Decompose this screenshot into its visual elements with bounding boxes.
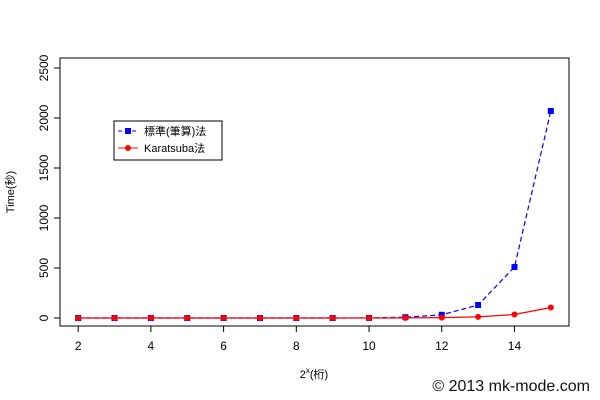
- data-point-series-1: [184, 315, 191, 321]
- legend-marker-circle-icon: [125, 145, 131, 151]
- x-tick-label: 6: [220, 339, 227, 353]
- data-point-series-1: [547, 304, 554, 311]
- data-point-series-1: [511, 311, 518, 318]
- x-tick-label: 12: [435, 339, 449, 353]
- legend-label-series-0: 標準(筆算)法: [144, 124, 206, 138]
- legend-label-series-1: Karatsuba法: [144, 141, 205, 155]
- data-point-series-1: [75, 315, 82, 321]
- x-axis-label-exponent: x: [306, 366, 310, 375]
- x-tick-label: 8: [293, 339, 300, 353]
- series-layer: [75, 108, 554, 321]
- x-tick-label: 2: [75, 339, 82, 353]
- x-axis-label-base: 2: [300, 369, 306, 381]
- x-tick-label: 14: [508, 339, 522, 353]
- plot-frame: [59, 57, 570, 327]
- x-axis: 2 4 6 8 10 12 14: [75, 325, 522, 353]
- data-point-series-1: [366, 315, 373, 321]
- y-tick-label: 1500: [37, 154, 51, 181]
- y-axis: 0 500 1000 1500 2000 2500: [37, 54, 61, 321]
- legend-marker-square-icon: [125, 128, 131, 134]
- x-axis-label-unit: (桁): [310, 367, 328, 381]
- y-tick-label: 1000: [37, 204, 51, 231]
- y-tick-label: 500: [37, 258, 51, 278]
- legend: 標準(筆算)法 Karatsuba法: [113, 120, 223, 161]
- series-line-1: [78, 306, 551, 319]
- x-tick-label: 10: [362, 339, 376, 353]
- y-tick-label: 0: [37, 314, 51, 321]
- data-point-series-0: [511, 264, 518, 270]
- y-tick-label: 2500: [37, 54, 51, 81]
- data-point-series-1: [293, 315, 300, 321]
- y-tick-label: 2000: [37, 104, 51, 131]
- data-point-series-1: [438, 314, 445, 321]
- data-point-series-1: [475, 313, 482, 320]
- data-point-series-1: [220, 315, 227, 321]
- x-tick-label: 4: [148, 339, 155, 353]
- data-point-series-0: [547, 108, 554, 114]
- legend-box: [113, 120, 223, 161]
- x-axis-label: 2x(桁): [300, 366, 328, 381]
- data-point-series-1: [111, 315, 118, 321]
- data-point-series-1: [329, 315, 336, 321]
- data-point-series-0: [475, 302, 482, 308]
- data-point-series-1: [256, 315, 263, 321]
- y-axis-label: Time(秒): [3, 171, 17, 213]
- copyright-credit: © 2013 mk-mode.com: [432, 378, 590, 395]
- data-point-series-1: [402, 314, 409, 321]
- data-point-series-1: [147, 315, 154, 321]
